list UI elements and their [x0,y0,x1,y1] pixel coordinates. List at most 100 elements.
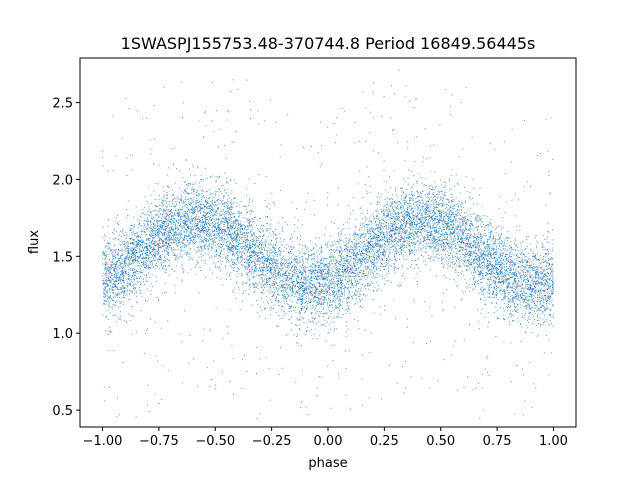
data-point [117,294,118,295]
data-point [267,301,268,302]
data-point [238,274,239,275]
data-point [215,265,216,266]
data-point [548,232,549,233]
data-point [220,260,221,261]
data-point [485,235,486,236]
data-point [533,266,534,267]
data-point [237,220,238,221]
data-point [293,247,294,248]
data-point [466,254,467,255]
data-point [429,240,430,241]
data-point [156,206,157,207]
data-point [275,229,276,230]
data-point [254,291,255,292]
data-point [325,227,326,228]
data-point [240,221,241,222]
data-point [347,266,348,267]
data-point [329,311,330,312]
data-point [211,238,212,239]
data-point [227,203,228,204]
data-point [552,299,553,300]
data-point [288,259,289,260]
data-point [196,260,197,261]
data-point [552,277,553,278]
data-point [218,261,219,262]
data-point [162,241,163,242]
data-point [426,212,427,213]
data-point [167,192,168,193]
data-point [260,413,261,414]
data-point [270,310,271,311]
data-point [280,276,281,277]
data-point [249,242,250,243]
data-point [328,263,329,264]
data-point [424,301,425,302]
data-point [497,293,498,294]
data-point [433,251,434,252]
data-point [399,229,400,230]
data-point [438,245,439,246]
data-point [183,231,184,232]
data-point [471,224,472,225]
data-point [256,236,257,237]
data-point [471,223,472,224]
data-point [467,238,468,239]
data-point [483,250,484,251]
data-point [103,293,104,294]
data-point [428,235,429,236]
data-point [401,212,402,213]
data-point [373,251,374,252]
data-point [481,218,482,219]
data-point [221,264,222,265]
data-point [479,418,480,419]
data-point [397,208,398,209]
data-point [323,302,324,303]
data-point [376,204,377,205]
data-point [192,184,193,185]
data-point [521,250,522,251]
data-point [504,242,505,243]
data-point [308,254,309,255]
data-point [240,262,241,263]
data-point [121,138,122,139]
data-point [334,330,335,331]
data-point [126,321,127,322]
data-point [161,264,162,265]
data-point [118,224,119,225]
data-point [161,228,162,229]
data-point [205,125,206,126]
data-point [119,235,120,236]
data-point [199,194,200,195]
data-point [309,279,310,280]
data-point [337,204,338,205]
data-point [507,250,508,251]
data-point [118,319,119,320]
data-point [341,271,342,272]
data-point [415,228,416,229]
data-point [458,184,459,185]
data-point [523,278,524,279]
data-point [133,262,134,263]
data-point [264,258,265,259]
data-point [517,275,518,276]
data-point [256,259,257,260]
data-point [276,276,277,277]
data-point [468,220,469,221]
data-point [128,272,129,273]
data-point [249,285,250,286]
data-point [479,246,480,247]
data-point [520,304,521,305]
data-point [140,265,141,266]
data-point [151,149,152,150]
data-point [198,247,199,248]
data-point [108,301,109,302]
data-point [524,249,525,250]
data-point [295,273,296,274]
data-point [480,287,481,288]
data-point [470,235,471,236]
data-point [167,210,168,211]
data-point [458,272,459,273]
data-point [273,233,274,234]
data-point [196,252,197,253]
data-point [396,243,397,244]
